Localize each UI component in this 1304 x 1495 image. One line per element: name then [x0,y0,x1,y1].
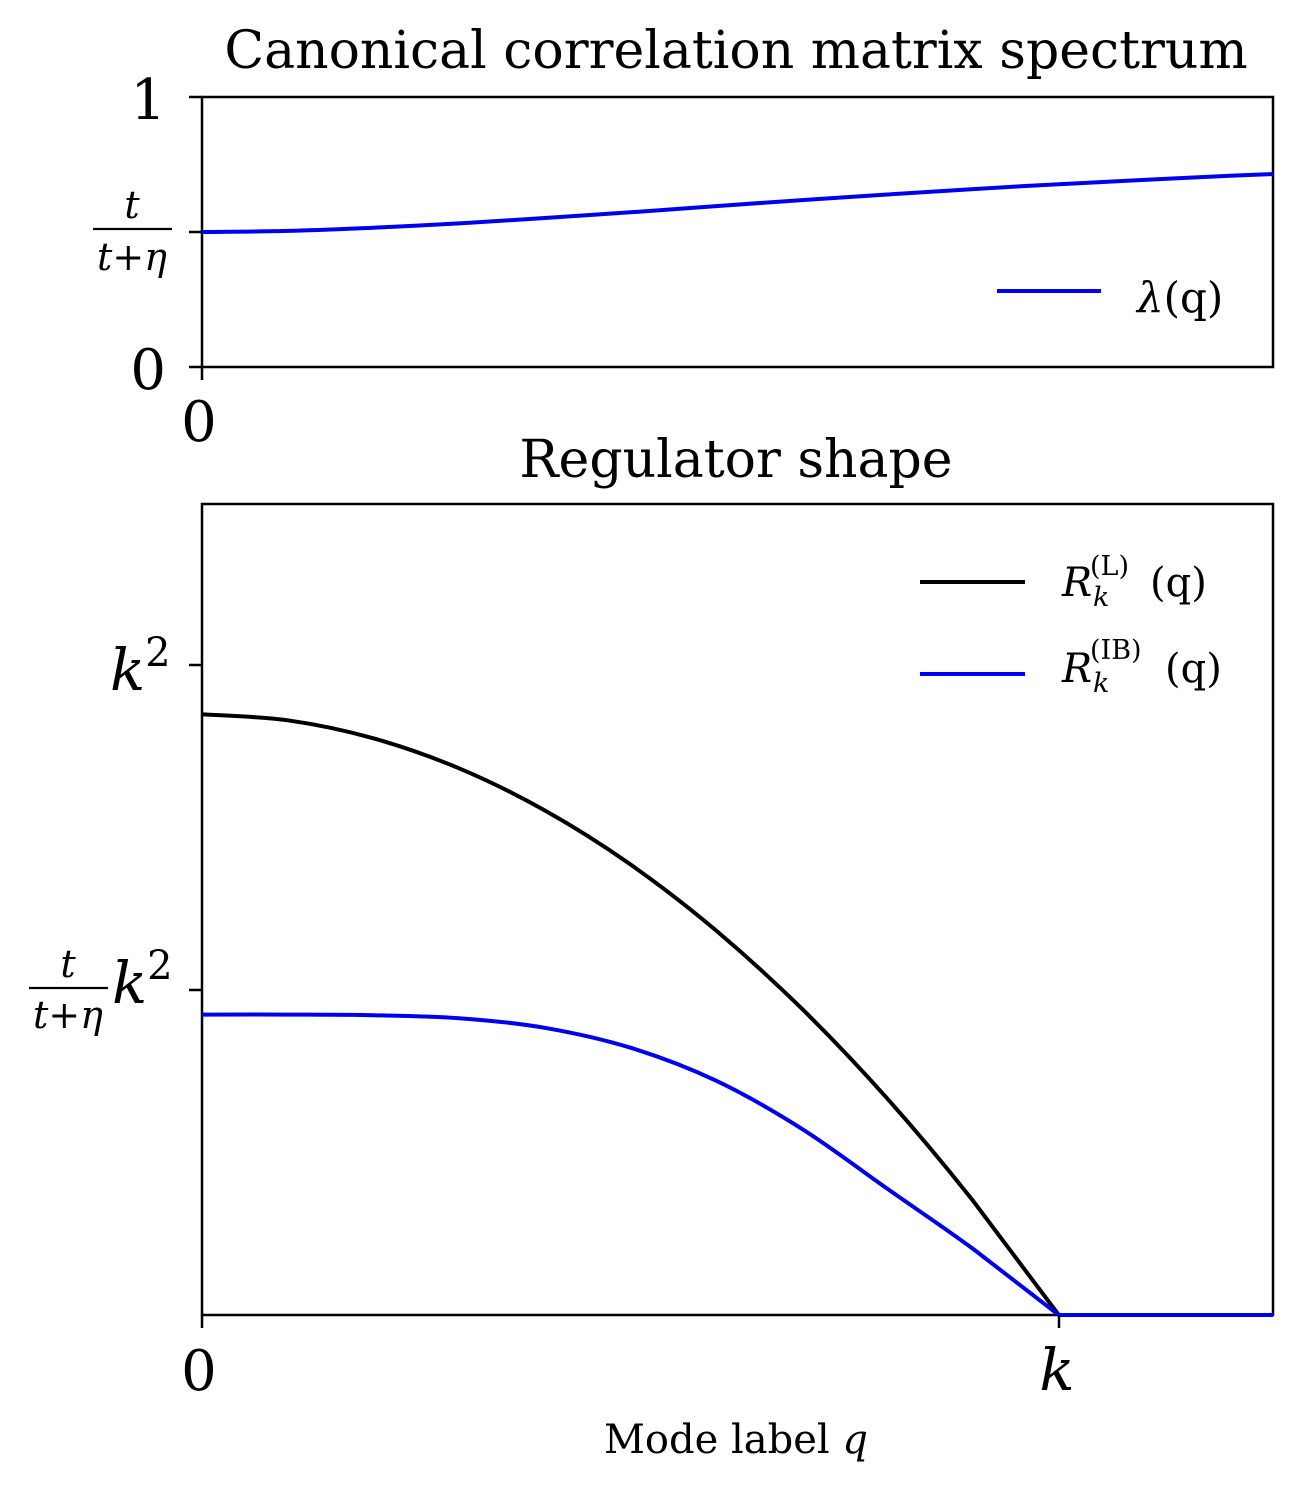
legend-l-sub: k [1093,582,1109,613]
bottom-xaxis-label-text: Mode label [604,1417,842,1463]
top-ytick-label-0: 0 [130,338,166,403]
bottom-ytick-k2-sup: 2 [145,630,170,676]
legend-l-base: R [1061,560,1092,606]
top-ytick-fraction-denominator: t+η [97,235,167,279]
legend-ib-arg: (q) [1165,646,1222,692]
top-legend: λ(q) [997,273,1223,322]
series-line-regulator-l [201,712,1273,1317]
legend-label-regulator-l: R(L) k (q) [1061,551,1207,613]
bottom-legend: R(L) k (q) R(IB) k (q) [920,551,1222,699]
legend-l-sup: (L) [1090,551,1129,582]
series-line-lambda [201,172,1274,234]
top-xtick-label-0: 0 [181,390,217,455]
legend-ib-sup: (IB) [1090,635,1142,666]
bottom-ytick-frac-k2-var: k [112,949,147,1017]
top-panel-title: Canonical correlation matrix spectrum [224,21,1247,81]
legend-lambda-arg: (q) [1164,273,1224,322]
bottom-ytick-fraction-numerator: t [60,942,76,986]
bottom-panel: Regulator shape k2 t t+η k2 0 k Mode lab… [29,430,1275,1463]
legend-label-regulator-ib: R(IB) k (q) [1061,635,1222,699]
bottom-ytick-label-k2: k2 [110,630,171,704]
legend-ib-sub: k [1093,668,1109,699]
top-ytick-label-1: 1 [130,68,166,133]
series-line-regulator-ib [201,1012,1273,1317]
bottom-ytick-frac-k2-term: k2 [112,943,173,1017]
bottom-panel-title: Regulator shape [519,430,952,490]
legend-ib-base: R [1061,646,1092,692]
top-ytick-label-fraction: t t+η [93,183,172,279]
top-panel-frame [200,95,1275,369]
legend-label-lambda: λ(q) [1135,273,1223,322]
top-ytick-fraction-numerator: t [124,183,140,227]
top-panel: Canonical correlation matrix spectrum 1 … [93,21,1275,455]
legend-lambda-symbol: λ [1135,273,1164,322]
bottom-panel-frame [200,502,1275,1317]
bottom-xtick-label-0: 0 [181,1339,217,1404]
bottom-ytick-fraction-denominator: t+η [33,993,103,1037]
bottom-ytick-frac-k2-sup: 2 [147,943,172,989]
bottom-xaxis-label: Mode label q [604,1417,868,1463]
bottom-ytick-k2-var: k [110,636,145,704]
legend-l-arg: (q) [1150,560,1207,606]
bottom-xaxis-label-var: q [842,1417,868,1463]
bottom-ytick-label-frac-k2: t t+η k2 [29,942,173,1037]
bottom-xtick-label-k: k [1039,1336,1074,1404]
